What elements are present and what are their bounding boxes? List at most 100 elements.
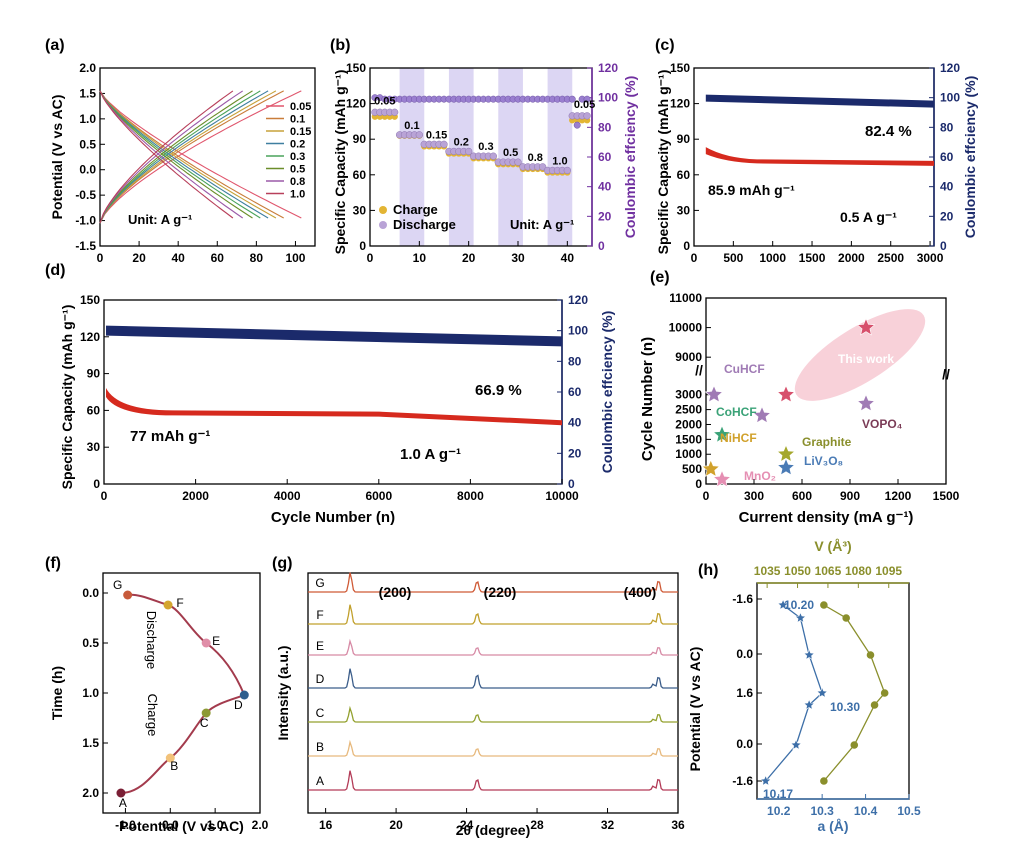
x-axis-title-d: Cycle Number (n) <box>271 509 395 526</box>
y2-tick-label-c: 20 <box>940 209 954 223</box>
current-annotation-d: 1.0 A g⁻¹ <box>400 446 461 463</box>
point-label: CoHCF <box>716 405 757 419</box>
discharge-curve-0.05 <box>99 90 302 219</box>
peak-label: (200) <box>379 584 412 600</box>
rate-label: 0.1 <box>404 120 419 132</box>
state-point-F <box>163 600 173 610</box>
y-tick-label-d: 120 <box>80 330 100 344</box>
y-tick-label-e: 2500 <box>675 403 702 417</box>
data-star <box>712 469 732 488</box>
x2-axis-title-h: V (Å³) <box>814 538 851 554</box>
x-tick-label-h: 10.5 <box>897 804 921 818</box>
x-tick-label-c: 1000 <box>759 251 786 265</box>
panel-label-h: (h) <box>698 562 718 579</box>
ce-point <box>583 95 591 103</box>
y-tick-label-b: 90 <box>353 132 367 146</box>
x-tick-label-c: 2500 <box>877 251 904 265</box>
x-tick-label-c: 3000 <box>917 251 944 265</box>
y-tick-label-e: 11000 <box>669 291 702 305</box>
y-tick-label-a: 1.5 <box>79 86 96 100</box>
xrd-curve-label: F <box>316 608 323 622</box>
plot-frame-g <box>307 572 679 814</box>
y-tick-label-b: 150 <box>346 61 366 75</box>
charge-label: Charge <box>145 694 160 737</box>
legend-charge-marker <box>379 206 387 214</box>
y-axis-title-g: Intensity (a.u.) <box>275 646 291 741</box>
charge-curve-0.1 <box>99 90 284 224</box>
y-tick-label-e: 0 <box>695 477 702 491</box>
xrd-curve-G <box>308 572 678 593</box>
panel-label-d: (d) <box>45 262 65 279</box>
y-tick-label-h: 0.0 <box>736 647 753 661</box>
x-tick-label-b: 20 <box>462 251 476 265</box>
discharge-point <box>465 147 473 156</box>
y-tick-label-f: 0.5 <box>82 636 99 650</box>
capacity-band-d <box>106 388 562 426</box>
charge-curve-0.15 <box>99 90 277 224</box>
ce-point <box>568 95 576 103</box>
y-tick-label-b: 30 <box>353 203 367 217</box>
x-tick-label-d: 2000 <box>182 489 209 503</box>
y-tick-label-d: 0 <box>93 477 100 491</box>
discharge-label: Discharge <box>144 611 159 670</box>
y-tick-label-a: -1.0 <box>75 214 96 228</box>
discharge-point <box>539 163 547 171</box>
this-work-highlight <box>794 309 926 401</box>
y-tick-label-f: 2.0 <box>82 786 99 800</box>
y2-tick-label-d: 60 <box>568 385 582 399</box>
y-axis-title-e: Cycle Number (n) <box>639 337 656 461</box>
charge-curve-1.0 <box>99 90 234 224</box>
y2-tick-label-c: 60 <box>940 150 954 164</box>
y2-tick-label-d: 100 <box>568 324 588 338</box>
x-tick-label-d: 10000 <box>545 489 579 503</box>
x2-tick-label-h: 1065 <box>815 564 842 578</box>
panel-label-b: (b) <box>330 37 350 54</box>
charge-curve-0.05 <box>99 90 302 224</box>
point-label: LiV₃O₈ <box>804 454 843 468</box>
state-label: C <box>200 716 209 730</box>
discharge-curve-0.2 <box>99 90 269 219</box>
volume-line <box>823 604 886 782</box>
data-star <box>776 457 796 476</box>
lattice-label: 10.20 <box>784 598 814 612</box>
y-tick-label-a: -1.5 <box>75 239 96 253</box>
data-star <box>856 317 876 336</box>
x-tick-label-d: 0 <box>101 489 108 503</box>
x-axis-title-e: Current density (mA g⁻¹) <box>739 509 914 526</box>
lattice-a-star <box>790 738 803 751</box>
rate-label: 0.15 <box>426 129 447 141</box>
data-star <box>701 459 721 478</box>
x-tick-label-g: 16 <box>319 818 333 832</box>
x-tick-label-b: 40 <box>561 251 575 265</box>
x-tick-label-f: -1.0 <box>115 818 136 832</box>
volume-point <box>870 701 879 709</box>
y-tick-label-b: 0 <box>359 239 366 253</box>
panel-label-c: (c) <box>655 37 675 54</box>
rate-label: 0.05 <box>574 99 595 111</box>
y-tick-label-c: 90 <box>677 132 691 146</box>
y-tick-label-f: 1.5 <box>82 736 99 750</box>
data-star <box>856 393 876 412</box>
ce-band-d <box>106 325 562 347</box>
y2-tick-label-b: 20 <box>598 209 612 223</box>
x-tick-label-g: 28 <box>530 818 544 832</box>
x-tick-label-g: 32 <box>601 818 615 832</box>
point-label: This work <box>838 352 894 366</box>
y2-axis-title-c: Coulombic effciency (%) <box>962 76 978 239</box>
legend-label-a: 0.05 <box>290 101 311 113</box>
y-tick-label-a: 1.0 <box>79 112 96 126</box>
y2-tick-label-b: 100 <box>598 91 618 105</box>
legend-label-a: 0.2 <box>290 139 305 151</box>
charge-curve-0.5 <box>99 90 253 224</box>
rate-label: 1.0 <box>552 155 567 167</box>
legend-label-a: 0.5 <box>290 164 305 176</box>
y2-tick-label-d: 120 <box>568 293 588 307</box>
x-axis-title-g: 2θ (degree) <box>456 822 530 838</box>
y-tick-label-h: 0.0 <box>736 737 753 751</box>
unit-annotation-a: Unit: A g⁻¹ <box>128 212 192 227</box>
point-label: CuHCF <box>724 362 765 376</box>
x-tick-label-f: 1.0 <box>207 818 224 832</box>
lattice-a-star <box>777 598 790 611</box>
y-tick-label-h: 1.6 <box>736 686 753 700</box>
x-tick-label-b: 30 <box>511 251 525 265</box>
